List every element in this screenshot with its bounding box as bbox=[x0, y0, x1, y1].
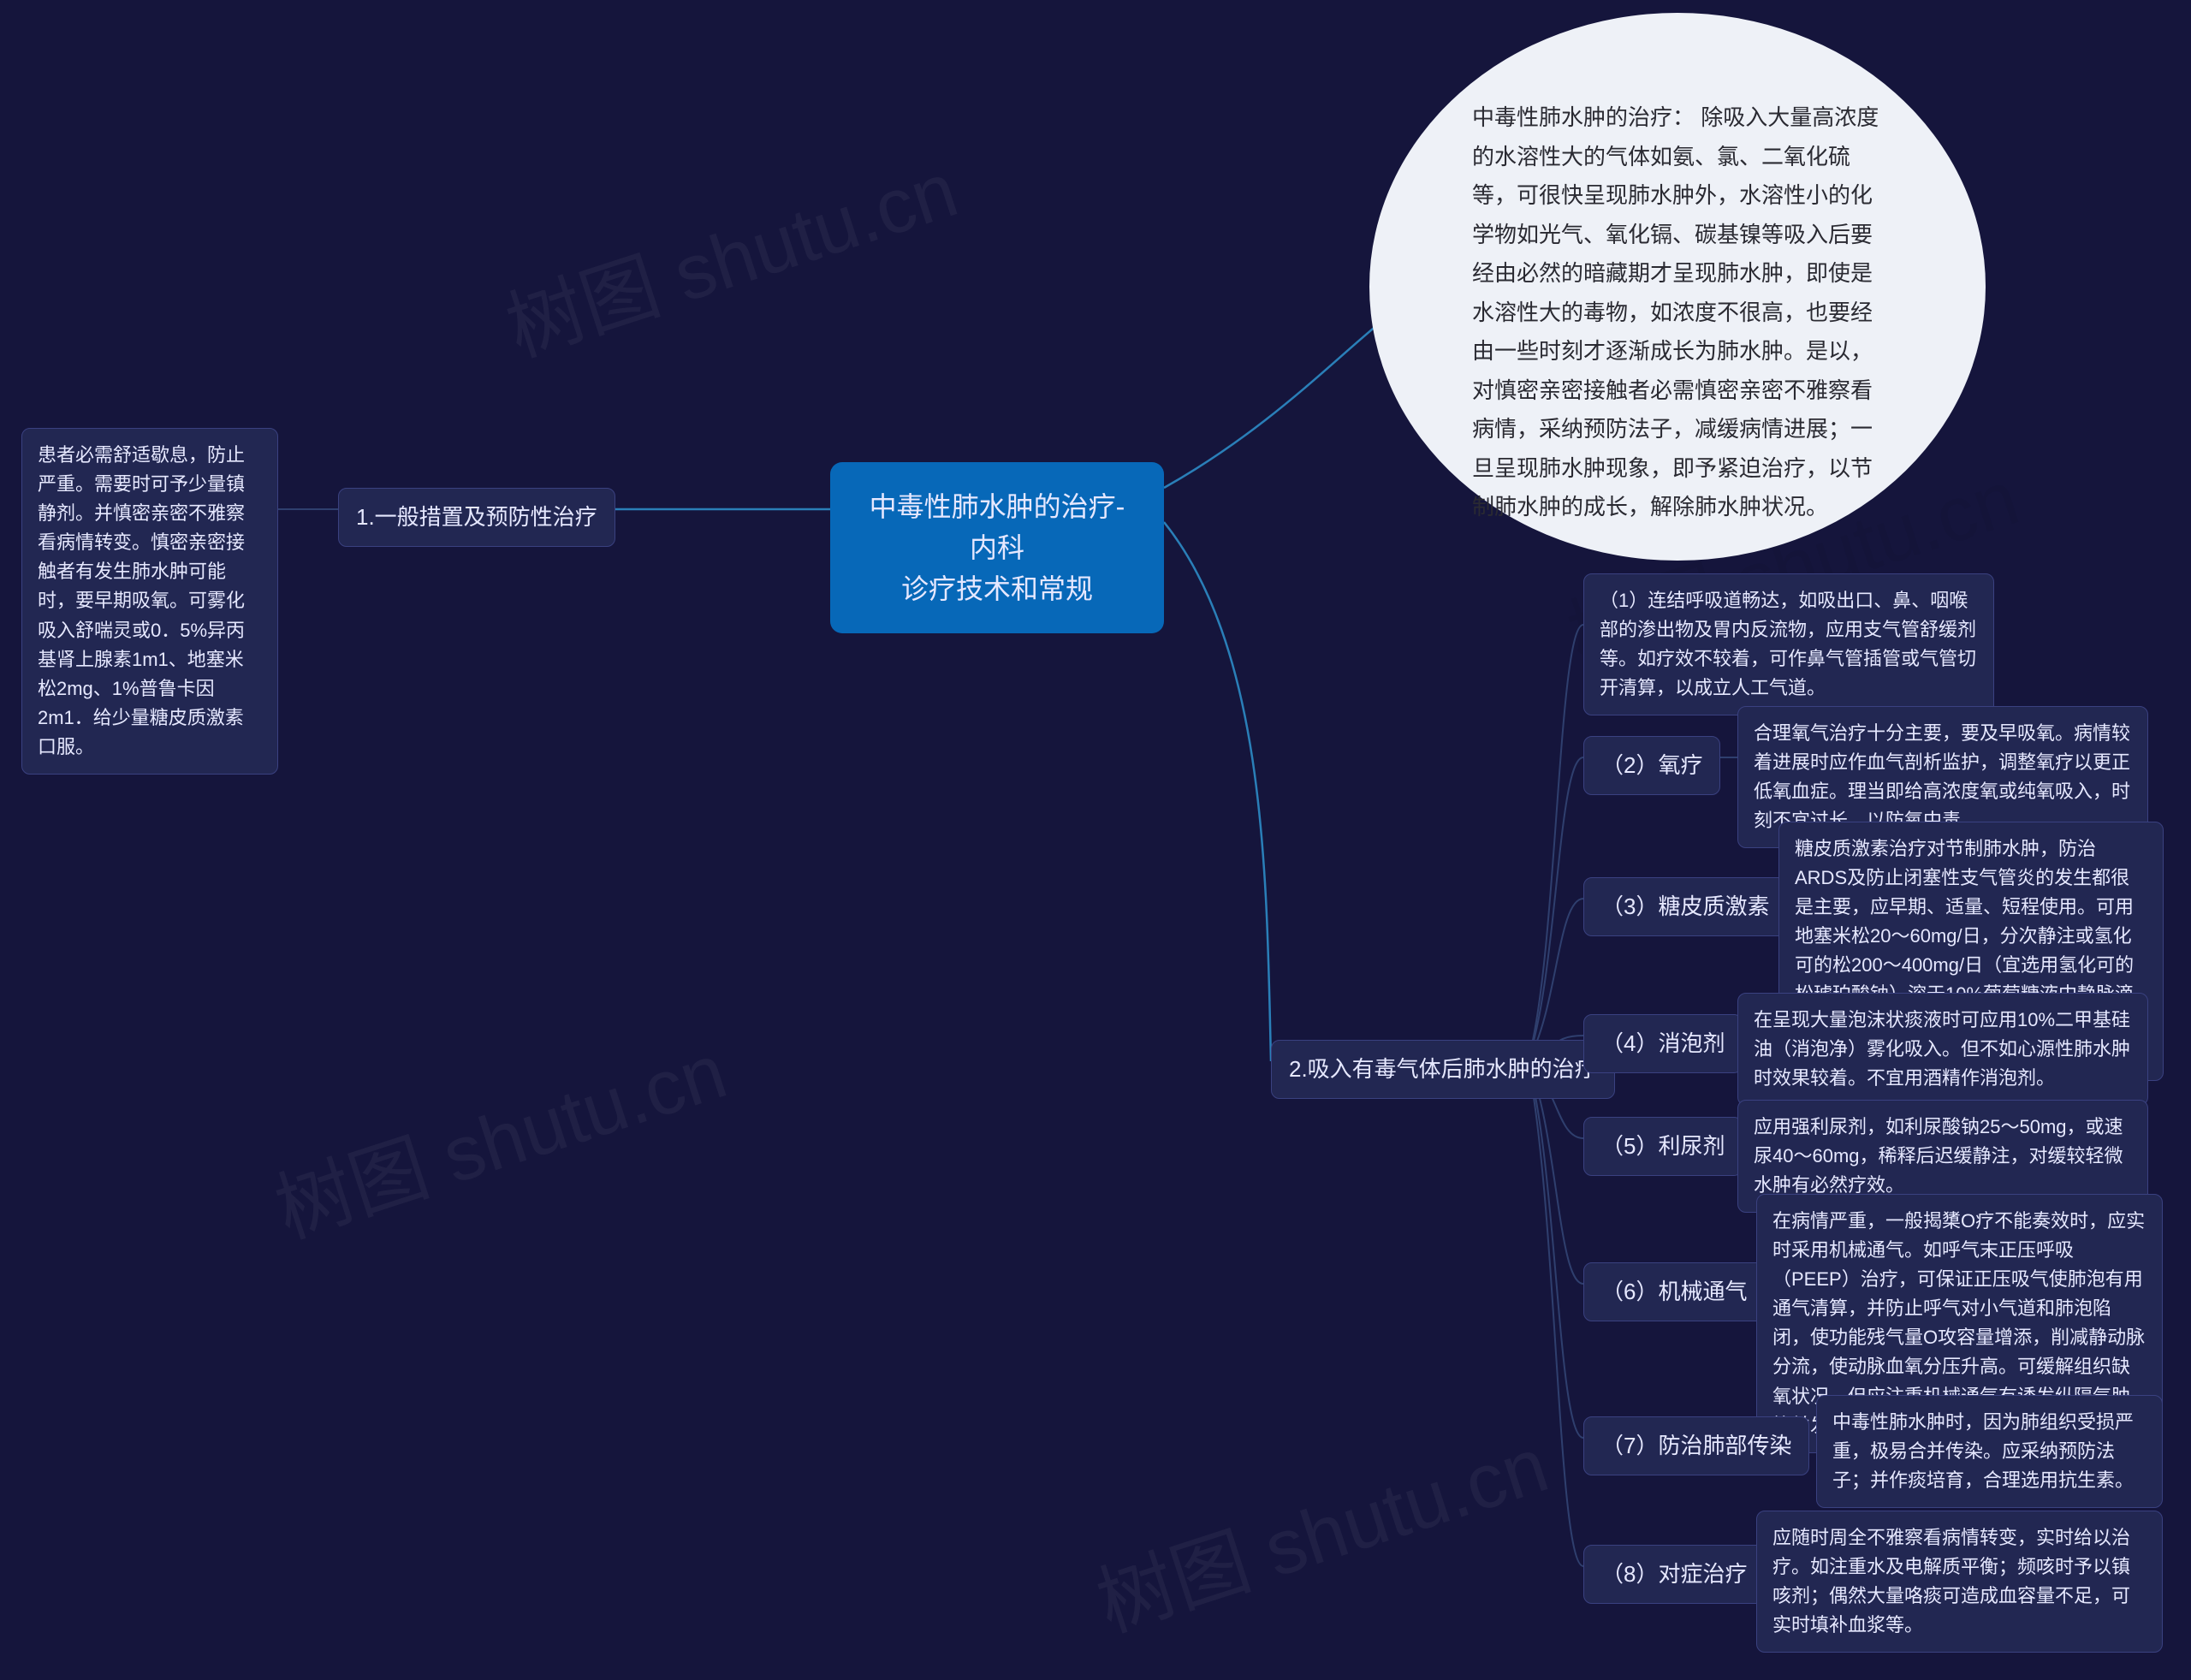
center-node[interactable]: 中毒性肺水肿的治疗-内科 诊疗技术和常规 bbox=[830, 462, 1164, 633]
watermark: 树图 shutu.cn bbox=[490, 128, 969, 377]
intro-bubble-text: 中毒性肺水肿的治疗： 除吸入大量高浓度的水溶性大的气体如氨、氯、二氧化硫等，可很… bbox=[1472, 98, 1883, 527]
branch-2-item-8-desc[interactable]: 应随时周全不雅察看病情转变，实时给以治疗。如注重水及电解质平衡；频咳时予以镇咳剂… bbox=[1756, 1511, 2163, 1653]
branch-2-item-4[interactable]: （4）消泡剂 bbox=[1583, 1014, 1743, 1073]
center-title-line2: 诊疗技术和常规 bbox=[859, 568, 1135, 609]
branch-2-item-5[interactable]: （5）利尿剂 bbox=[1583, 1117, 1743, 1176]
branch-2-item-6[interactable]: （6）机械通气 bbox=[1583, 1262, 1765, 1321]
branch-2-item-7[interactable]: （7）防治肺部传染 bbox=[1583, 1416, 1809, 1475]
watermark: 树图 shutu.cn bbox=[259, 1009, 738, 1259]
branch-2-item-3[interactable]: （3）糖皮质激素 bbox=[1583, 877, 1787, 936]
branch-2-item-2[interactable]: （2）氧疗 bbox=[1583, 736, 1720, 795]
watermark: 树图 shutu.cn bbox=[1081, 1403, 1559, 1653]
branch-2-item-1[interactable]: （1）连结呼吸道畅达，如吸出口、鼻、咽喉部的渗出物及胃内反流物，应用支气管舒缓剂… bbox=[1583, 573, 1994, 715]
branch-2-item-7-desc[interactable]: 中毒性肺水肿时，因为肺组织受损严重，极易合并传染。应采纳预防法子；并作痰培育，合… bbox=[1816, 1395, 2163, 1508]
branch-1[interactable]: 1.一般措置及预防性治疗 bbox=[338, 488, 615, 547]
branch-2-item-4-desc[interactable]: 在呈现大量泡沫状痰液时可应用10%二甲基硅油（消泡净）雾化吸入。但不如心源性肺水… bbox=[1737, 993, 2148, 1106]
center-title-line1: 中毒性肺水肿的治疗-内科 bbox=[859, 486, 1135, 568]
intro-bubble[interactable]: 中毒性肺水肿的治疗： 除吸入大量高浓度的水溶性大的气体如氨、氯、二氧化硫等，可很… bbox=[1369, 13, 1986, 561]
branch-2-item-8[interactable]: （8）对症治疗 bbox=[1583, 1545, 1765, 1604]
branch-2[interactable]: 2.吸入有毒气体后肺水肿的治疗 bbox=[1271, 1040, 1615, 1099]
branch-1-leaf[interactable]: 患者必需舒适歇息，防止严重。需要时可予少量镇静剂。并慎密亲密不雅察看病情转变。慎… bbox=[21, 428, 278, 775]
